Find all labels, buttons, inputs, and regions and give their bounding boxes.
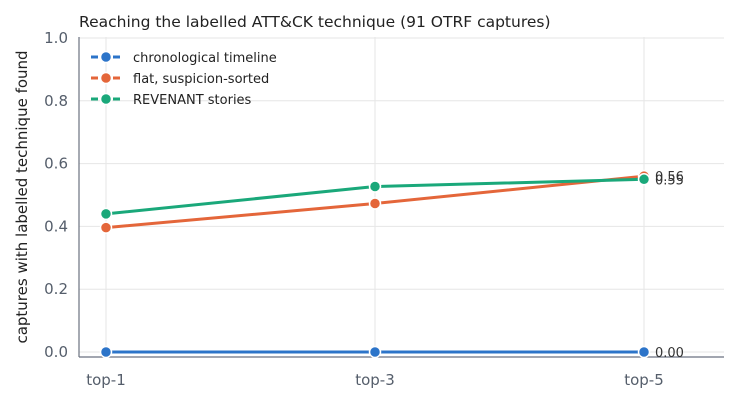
- data-point: [637, 173, 651, 186]
- series-group: 0.00 0.560.55: [99, 169, 684, 361]
- legend: chronological timeline flat, suspicion-so…: [91, 50, 277, 108]
- legend-item: flat, suspicion-sorted: [91, 71, 269, 87]
- series-2: 0.55: [99, 173, 684, 221]
- y-tick-label: 1.0: [44, 29, 68, 47]
- data-point: [99, 221, 113, 234]
- end-value-label: 0.55: [655, 173, 684, 188]
- legend-label: chronological timeline: [133, 51, 277, 66]
- axes: [78, 37, 724, 358]
- legend-item: REVENANT stories: [91, 92, 252, 108]
- data-point: [368, 197, 382, 210]
- x-axis-ticks: top-1 top-3 top-5: [86, 371, 664, 389]
- data-point: [368, 345, 382, 359]
- data-point: [99, 207, 113, 221]
- x-tick-label: top-3: [355, 371, 395, 389]
- data-point: [368, 180, 382, 193]
- series-1: 0.56: [99, 169, 684, 234]
- legend-swatch-marker: [99, 71, 113, 85]
- data-point: [637, 345, 651, 359]
- y-axis-ticks: 0.0 0.2 0.4 0.6 0.8 1.0: [44, 29, 68, 361]
- y-tick-label: 0.2: [44, 280, 68, 298]
- end-value-label: 0.56: [655, 170, 684, 185]
- y-tick-label: 0.6: [44, 155, 68, 173]
- y-axis-label: captures with labelled technique found: [13, 50, 31, 343]
- end-value-label: 0.00: [655, 346, 684, 361]
- legend-item: chronological timeline: [91, 50, 277, 66]
- x-tick-label: top-5: [624, 371, 664, 389]
- chart-title: Reaching the labelled ATT&CK technique (…: [79, 13, 551, 31]
- data-point: [99, 345, 113, 359]
- legend-label: REVENANT stories: [133, 93, 252, 108]
- series-0: 0.00: [99, 345, 684, 361]
- y-tick-label: 0.4: [44, 217, 68, 235]
- y-tick-label: 0.0: [44, 343, 68, 361]
- legend-swatch-marker: [99, 50, 113, 64]
- y-tick-label: 0.8: [44, 92, 68, 110]
- x-tick-label: top-1: [86, 371, 126, 389]
- legend-swatch-marker: [99, 92, 113, 106]
- legend-label: flat, suspicion-sorted: [133, 72, 269, 87]
